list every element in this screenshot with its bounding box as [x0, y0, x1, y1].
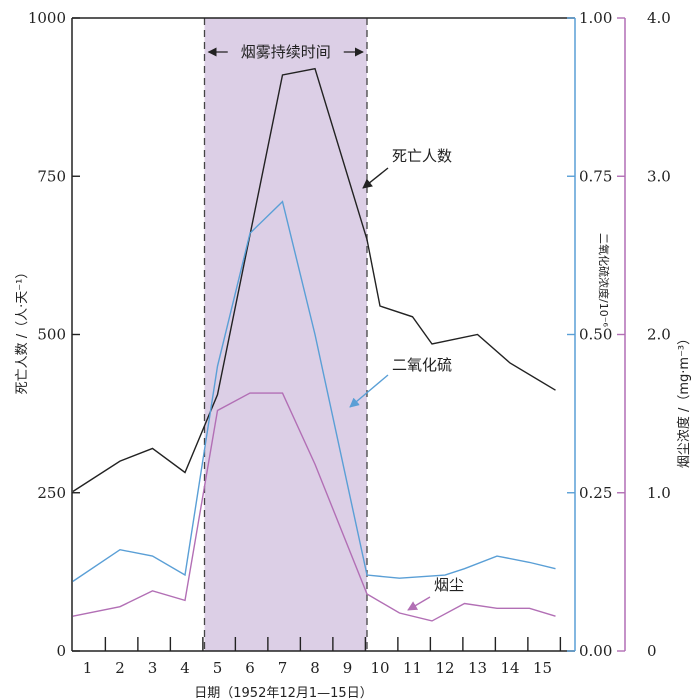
x-tick-label: 15	[533, 659, 552, 677]
x-tick-label: 7	[278, 659, 288, 677]
smoke-tick-label: 4.0	[647, 9, 671, 27]
left-axis-title: 死亡人数 /（人·天⁻¹）	[15, 266, 30, 395]
smoke-label: 烟尘	[434, 576, 464, 594]
death-label: 死亡人数	[392, 147, 452, 165]
x-tick-label: 5	[213, 659, 223, 677]
x-axis-title: 日期（1952年12月1—15日）	[194, 686, 372, 700]
smoke-axis-title: 烟尘浓度 /（mg·m⁻³）	[676, 332, 692, 468]
x-tick-label: 6	[245, 659, 255, 677]
death-label-arrow	[362, 167, 389, 189]
x-tick-label: 3	[148, 659, 158, 677]
so2-tick-label: 0.50	[579, 326, 612, 344]
left-tick-label: 250	[37, 484, 66, 502]
smoke-tick-label: 0	[647, 642, 657, 660]
so2-tick-label: 0.00	[579, 642, 612, 660]
smog-period-label: 烟雾持续时间	[241, 43, 331, 61]
left-tick-label: 1000	[28, 9, 66, 27]
x-tick-label: 11	[403, 659, 422, 677]
left-tick-label: 500	[37, 326, 66, 344]
x-tick-label: 8	[310, 659, 320, 677]
so2-tick-label: 0.75	[579, 167, 612, 185]
x-tick-label: 10	[370, 659, 389, 677]
so2-tick-label: 0.25	[579, 484, 612, 502]
x-tick-label: 13	[468, 659, 487, 677]
series-line-2	[72, 200, 556, 582]
so2-label-arrow	[349, 374, 389, 408]
series-line-3	[72, 392, 556, 622]
x-tick-label: 9	[343, 659, 353, 677]
smoke-tick-label: 1.0	[647, 484, 671, 502]
x-tick-label: 4	[180, 659, 190, 677]
series-line-1	[72, 67, 556, 493]
so2-axis-title: 二氧化硫浓度/10⁻⁶	[597, 233, 611, 328]
x-tick-label: 14	[500, 659, 519, 677]
left-tick-label: 0	[56, 642, 66, 660]
so2-label: 二氧化硫	[392, 356, 452, 374]
smoke-tick-label: 2.0	[647, 326, 671, 344]
smoke-label-arrow	[407, 596, 431, 611]
left-tick-label: 750	[37, 167, 66, 185]
smog-period-band	[204, 18, 367, 651]
x-tick-label: 1	[83, 659, 93, 677]
x-tick-label: 2	[115, 659, 125, 677]
so2-tick-label: 1.00	[579, 9, 612, 27]
smoke-tick-label: 3.0	[647, 167, 671, 185]
x-tick-label: 12	[435, 659, 454, 677]
